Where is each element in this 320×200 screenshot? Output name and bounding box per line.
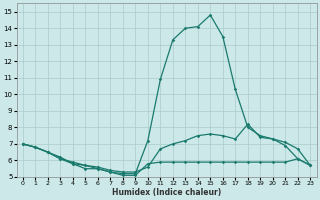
X-axis label: Humidex (Indice chaleur): Humidex (Indice chaleur) bbox=[112, 188, 221, 197]
